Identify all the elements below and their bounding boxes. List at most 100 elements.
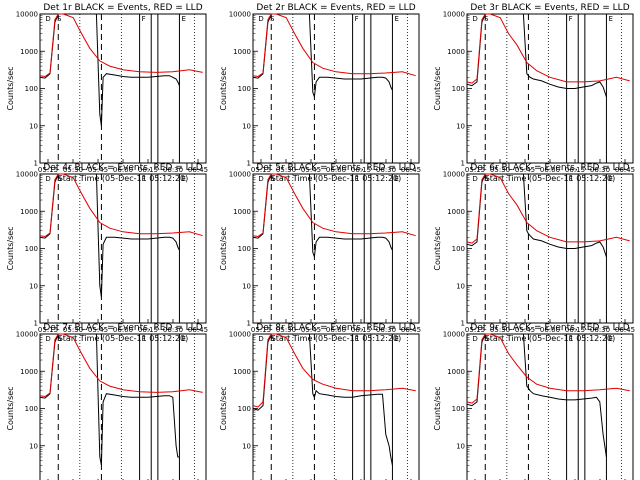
interval-marker: E: [608, 335, 612, 343]
x-tick-label: 06:45: [188, 326, 208, 334]
plot-frame: [252, 333, 420, 480]
y-tick-label: 100: [452, 405, 465, 413]
interval-marker: D: [258, 175, 263, 183]
y-tick-label: 10000: [229, 331, 251, 339]
series-line: [466, 13, 607, 97]
x-tick-label: 05:15: [38, 166, 58, 174]
series-line: [252, 333, 416, 408]
y-tick-label: 1000: [20, 48, 38, 56]
series-line: [252, 13, 416, 78]
y-tick-label: 100: [238, 245, 251, 253]
x-tick-label: 05:30: [63, 166, 83, 174]
interval-marker: E: [608, 15, 612, 23]
series-line: [39, 173, 203, 238]
y-axis-label: Counts/sec: [219, 226, 228, 270]
chart-title: Det 4r BLACK = Events, RED = LLD: [43, 163, 202, 173]
y-tick-label: 10: [242, 442, 251, 450]
y-tick-label: 1000: [20, 368, 38, 376]
y-tick-label: 100: [238, 405, 251, 413]
y-tick-label: 1000: [447, 48, 465, 56]
chart-panel: Det 7r BLACK = Events, RED = LLD 1 10 100 10…: [6, 323, 207, 480]
plot-frame: [252, 173, 420, 324]
x-tick-label: 05:30: [63, 326, 83, 334]
y-tick-label: 1: [461, 320, 465, 328]
x-tick-label: 05:45: [301, 326, 321, 334]
x-tick-label: 05:30: [276, 326, 296, 334]
y-axis-label: Counts/sec: [433, 226, 442, 270]
y-tick-label: 10: [456, 122, 465, 130]
series-line: [466, 173, 630, 244]
series-line: [466, 333, 630, 404]
x-tick-label: 05:15: [251, 326, 271, 334]
y-tick-label: 10: [456, 442, 465, 450]
interval-marker: S: [57, 335, 62, 343]
interval-marker: D: [472, 175, 477, 183]
y-tick-label: 10000: [443, 171, 465, 179]
x-tick-label: 06:45: [615, 326, 635, 334]
plot-frame: [39, 333, 207, 480]
y-tick-label: 1000: [233, 368, 251, 376]
y-axis-label: Counts/sec: [433, 66, 442, 110]
interval-marker: D: [472, 335, 477, 343]
x-tick-label: 06:45: [188, 166, 208, 174]
x-tick-label: 06:15: [565, 166, 585, 174]
interval-marker: S: [57, 15, 62, 23]
x-tick-label: 06:30: [163, 326, 183, 334]
x-tick-label: 06:30: [376, 326, 396, 334]
y-tick-label: 10000: [229, 11, 251, 19]
y-tick-label: 100: [452, 85, 465, 93]
y-axis-label: Counts/sec: [6, 386, 15, 430]
x-tick-label: 06:00: [540, 166, 560, 174]
y-tick-label: 100: [238, 85, 251, 93]
x-tick-label: 05:45: [515, 166, 535, 174]
chart-title: Det 6r BLACK = Events, RED = LLD: [470, 163, 629, 173]
interval-marker: F: [142, 15, 146, 23]
y-tick-label: 1: [247, 320, 251, 328]
y-tick-label: 10: [242, 282, 251, 290]
interval-marker: E: [181, 15, 185, 23]
interval-marker: F: [569, 15, 573, 23]
chart-title: Det 9r BLACK = Events, RED = LLD: [470, 323, 629, 333]
x-tick-label: 06:00: [113, 326, 133, 334]
y-axis-label: Counts/sec: [6, 66, 15, 110]
y-tick-label: 10000: [443, 331, 465, 339]
series-line: [39, 13, 203, 78]
y-tick-label: 100: [25, 405, 38, 413]
interval-marker: E: [394, 15, 398, 23]
x-tick-label: 06:45: [401, 166, 421, 174]
y-tick-label: 10: [242, 122, 251, 130]
chart-panel: Det 2r BLACK = Events, RED = LLD 1 10 100 10…: [219, 3, 421, 183]
x-tick-label: 05:30: [490, 326, 510, 334]
interval-marker: S: [270, 175, 275, 183]
y-tick-label: 1000: [233, 208, 251, 216]
series-line: [252, 13, 393, 97]
interval-marker: F: [569, 335, 573, 343]
interval-marker: F: [355, 335, 359, 343]
chart-title: Det 7r BLACK = Events, RED = LLD: [43, 323, 202, 333]
plot-frame: [466, 13, 634, 164]
x-tick-label: 06:00: [113, 166, 133, 174]
interval-marker: E: [394, 335, 398, 343]
chart-title: Det 8r BLACK = Events, RED = LLD: [256, 323, 415, 333]
x-tick-label: 05:45: [515, 326, 535, 334]
x-tick-label: 06:15: [351, 166, 371, 174]
x-tick-label: 06:30: [590, 166, 610, 174]
chart-title: Det 5r BLACK = Events, RED = LLD: [256, 163, 415, 173]
chart-panel: Det 5r BLACK = Events, RED = LLD 1 10 100 10…: [219, 163, 421, 343]
x-tick-label: 05:45: [88, 326, 108, 334]
interval-marker: D: [45, 15, 50, 23]
interval-marker: D: [258, 15, 263, 23]
y-tick-label: 1000: [447, 208, 465, 216]
series-line: [39, 173, 180, 298]
chart-title: Det 2r BLACK = Events, RED = LLD: [256, 3, 415, 13]
y-tick-label: 1: [34, 320, 38, 328]
series-line: [39, 13, 180, 126]
series-line: [252, 333, 393, 466]
x-axis-label: Start Time (05-Dec-11 05:12:20): [271, 334, 402, 343]
plot-frame: [39, 173, 207, 324]
interval-marker: E: [181, 335, 185, 343]
x-tick-label: 05:45: [301, 166, 321, 174]
y-axis-label: Counts/sec: [433, 386, 442, 430]
chart-panel: Det 4r BLACK = Events, RED = LLD11010010…: [6, 163, 208, 343]
